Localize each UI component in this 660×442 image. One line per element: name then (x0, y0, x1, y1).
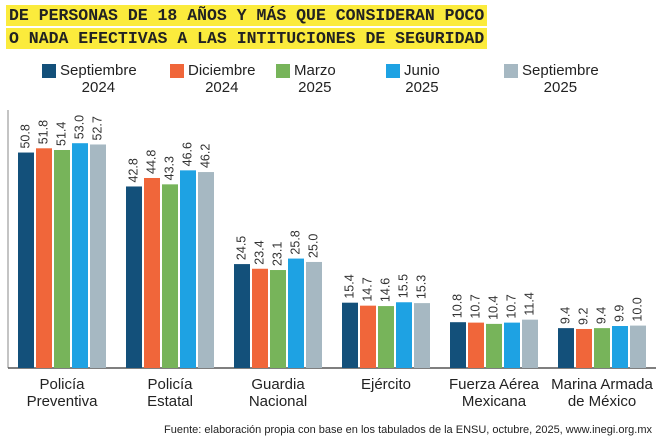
value-label: 9.4 (594, 307, 608, 324)
value-label: 51.8 (36, 120, 50, 144)
legend-label: Diciembre 2024 (188, 62, 256, 96)
value-label: 23.4 (252, 240, 266, 264)
value-label: 10.7 (468, 294, 482, 318)
value-label: 52.7 (90, 116, 104, 140)
value-label: 14.7 (360, 277, 374, 301)
value-label: 9.9 (612, 305, 626, 322)
bar (162, 184, 178, 368)
x-tick-label: Marina Armada de México (551, 376, 653, 410)
bar (414, 303, 430, 368)
bar (594, 328, 610, 368)
bar (504, 322, 520, 368)
value-label: 50.8 (18, 124, 32, 148)
legend-swatch (504, 64, 518, 78)
bar (342, 302, 358, 368)
bar (126, 186, 142, 368)
bar (270, 270, 286, 368)
bar (180, 170, 196, 368)
value-label: 10.0 (630, 297, 644, 321)
bar (198, 172, 214, 368)
value-label: 25.8 (288, 230, 302, 254)
value-label: 15.5 (396, 274, 410, 298)
value-label: 10.4 (486, 296, 500, 320)
x-tick-label: Fuerza Aérea Mexicana (448, 376, 540, 410)
x-tick-label: Policía Estatal (147, 376, 193, 410)
bar (630, 325, 646, 368)
bar (468, 322, 484, 368)
value-label: 10.8 (450, 294, 464, 318)
bar (396, 302, 412, 368)
value-label: 51.4 (54, 122, 68, 146)
bar (486, 323, 502, 368)
value-label: 10.7 (504, 294, 518, 318)
legend-swatch (42, 64, 56, 78)
legend-swatch (386, 64, 400, 78)
bar (378, 306, 394, 368)
bar (54, 149, 70, 368)
legend-swatch (170, 64, 184, 78)
legend-label: Septiembre 2025 (522, 62, 599, 96)
bar (234, 264, 250, 368)
bar (360, 305, 376, 368)
bar (612, 326, 628, 368)
value-label: 9.2 (576, 308, 590, 325)
value-label: 11.4 (522, 292, 536, 315)
legend-label: Marzo 2025 (294, 62, 336, 96)
chart-title: DE PERSONAS DE 18 AÑOS Y MÁS QUE CONSIDE… (6, 5, 488, 49)
legend-swatch (276, 64, 290, 78)
source-note: Fuente: elaboración propia con base en l… (164, 424, 652, 436)
chart-title-box: DE PERSONAS DE 18 AÑOS Y MÁS QUE CONSIDE… (6, 4, 488, 50)
bar (522, 319, 538, 368)
value-label: 43.3 (162, 156, 176, 180)
value-label: 53.0 (72, 115, 86, 139)
value-label: 23.1 (270, 242, 284, 266)
bar (36, 148, 52, 368)
bar (18, 152, 34, 368)
x-tick-label: Policía Preventiva (26, 376, 98, 410)
x-tick-label: Ejército (360, 376, 412, 393)
legend-label: Junio 2025 (404, 62, 440, 96)
bar (450, 322, 466, 368)
value-label: 44.8 (144, 150, 158, 174)
bar (306, 261, 322, 368)
bar (252, 268, 268, 368)
legend-label: Septiembre 2024 (60, 62, 137, 96)
value-label: 25.0 (306, 234, 320, 258)
value-label: 46.2 (198, 144, 212, 168)
value-label: 9.4 (558, 307, 572, 324)
value-label: 15.3 (414, 275, 428, 299)
value-label: 24.5 (234, 236, 248, 260)
bar (288, 258, 304, 368)
value-label: 15.4 (342, 274, 356, 298)
bar (72, 143, 88, 368)
value-label: 14.6 (378, 278, 392, 302)
bar (558, 328, 574, 368)
bar (90, 144, 106, 368)
x-tick-label: Guardia Nacional (248, 376, 308, 410)
value-label: 42.8 (126, 158, 140, 182)
bar (144, 177, 160, 368)
value-label: 46.6 (180, 142, 194, 166)
bar (576, 328, 592, 368)
